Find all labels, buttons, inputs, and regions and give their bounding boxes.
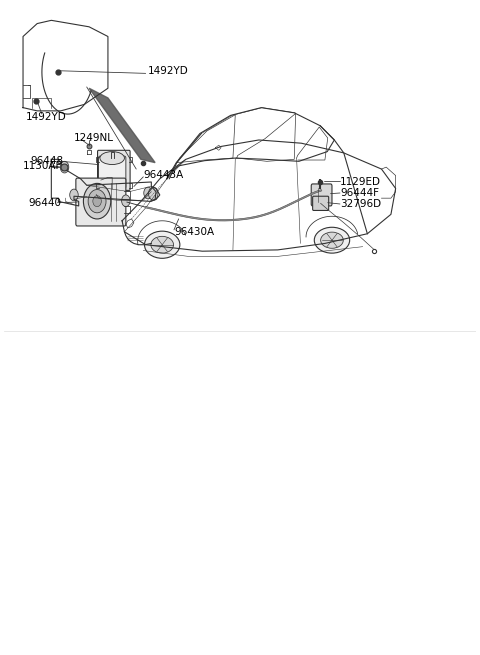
Circle shape [70, 189, 78, 200]
Circle shape [148, 187, 158, 200]
Polygon shape [89, 88, 155, 162]
Ellipse shape [100, 151, 124, 164]
FancyBboxPatch shape [311, 184, 332, 206]
Text: 32796D: 32796D [340, 199, 381, 209]
Circle shape [144, 187, 152, 199]
Ellipse shape [144, 231, 180, 258]
Ellipse shape [84, 183, 111, 219]
FancyBboxPatch shape [98, 156, 126, 189]
Text: 1249NL: 1249NL [74, 133, 114, 143]
Text: 1492YD: 1492YD [148, 66, 189, 77]
FancyBboxPatch shape [97, 150, 130, 191]
Circle shape [121, 195, 130, 206]
Ellipse shape [88, 189, 106, 213]
Text: 1129ED: 1129ED [340, 177, 381, 187]
Text: 96443A: 96443A [144, 170, 183, 180]
Text: 96444F: 96444F [340, 188, 379, 198]
FancyBboxPatch shape [76, 178, 126, 226]
Circle shape [60, 161, 69, 173]
Text: 96448: 96448 [30, 157, 63, 166]
Text: 96440: 96440 [29, 198, 62, 208]
FancyBboxPatch shape [312, 196, 329, 210]
Text: 1130AF: 1130AF [23, 161, 62, 171]
Ellipse shape [151, 236, 173, 253]
Ellipse shape [93, 196, 101, 207]
Text: 96430A: 96430A [174, 227, 214, 238]
Ellipse shape [314, 227, 349, 253]
Text: 1492YD: 1492YD [25, 113, 66, 122]
Ellipse shape [321, 232, 343, 248]
